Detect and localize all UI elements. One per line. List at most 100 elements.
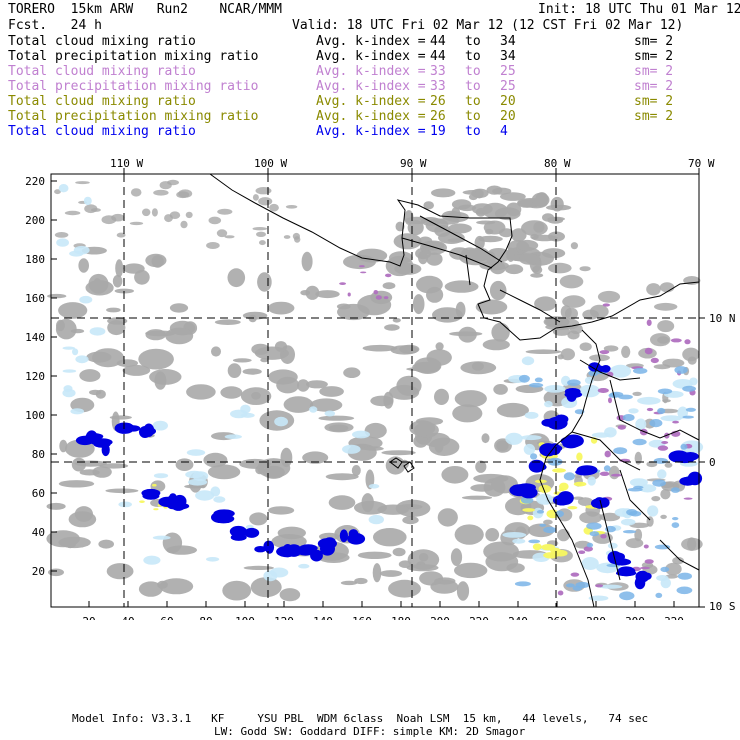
field-blob [576, 452, 583, 461]
field-blob [505, 432, 523, 445]
field-blob [379, 570, 403, 577]
field-blob [632, 391, 642, 396]
central-america-coast [209, 173, 700, 341]
field-blob [456, 581, 470, 601]
lon-label-100w: 100 W [254, 157, 287, 170]
field-blob [552, 468, 566, 473]
field-blob [541, 248, 566, 259]
field-blob [520, 435, 542, 441]
field-blob [274, 416, 288, 427]
field-blob [633, 367, 648, 374]
field-blob [437, 508, 458, 527]
field-blob [373, 528, 407, 547]
field-blob [395, 221, 405, 232]
field-blob [213, 496, 226, 503]
field-blob [318, 415, 355, 421]
field-blob [47, 293, 67, 299]
x-label-180: 180 [391, 615, 411, 620]
field-blob [637, 396, 661, 405]
field-blob [342, 444, 361, 454]
field-blob [227, 363, 242, 378]
field-blob [297, 379, 310, 392]
field-blob [413, 434, 428, 448]
field-blob [573, 481, 587, 487]
legend-k-from: 44 [430, 34, 446, 49]
legend-avg: Avg. k-index = [316, 49, 426, 64]
field-blob [48, 568, 64, 577]
field-blob [506, 202, 522, 217]
legend-field: Total precipitation mixing ratio [8, 79, 259, 94]
field-blob [145, 329, 167, 341]
field-blob [544, 385, 566, 393]
field-blob [409, 420, 436, 437]
field-blob [169, 303, 189, 313]
field-blob [216, 229, 228, 238]
x-label-20: 20 [82, 615, 95, 620]
field-blob [224, 235, 235, 239]
field-blob [570, 572, 580, 577]
legend-k-to: 25 [500, 64, 516, 79]
field-blob [531, 192, 550, 207]
field-blob [89, 327, 106, 336]
field-blob [647, 505, 659, 517]
legend-field: Total precipitation mixing ratio [8, 109, 259, 124]
field-blob [368, 484, 380, 489]
field-blob [528, 539, 541, 544]
field-blob [489, 280, 507, 301]
field-blob [173, 494, 187, 508]
field-blob [672, 517, 679, 521]
field-blob [364, 422, 387, 439]
field-blob [603, 345, 619, 352]
field-blob [447, 223, 472, 234]
field-blob [475, 299, 508, 315]
field-blob [141, 427, 157, 436]
field-blob [224, 434, 242, 440]
field-blob [296, 547, 315, 556]
field-blob [527, 515, 534, 521]
field-blob [474, 189, 484, 199]
field-blob [83, 196, 92, 206]
legend-avg: Avg. k-index = [316, 79, 426, 94]
field-blob [670, 338, 682, 343]
legend-avg: Avg. k-index = [316, 124, 426, 139]
field-blob [599, 350, 610, 355]
legend-sm: sm= 2 [634, 64, 674, 79]
field-blob [143, 555, 161, 565]
field-blob [362, 344, 398, 352]
field-blob [305, 380, 328, 389]
field-blob [583, 546, 593, 552]
field-blob [348, 529, 359, 539]
field-blob [657, 407, 666, 415]
field-blob [305, 285, 320, 300]
legend-to: to [465, 49, 481, 64]
field-blob [138, 348, 174, 370]
footer-model-info: Model Info: V3.3.1 KF YSU PBL WDM 6class… [72, 712, 649, 725]
field-blob [396, 375, 422, 396]
field-blob [660, 415, 682, 422]
field-blob [324, 422, 354, 433]
field-blob [586, 522, 602, 530]
field-blob [208, 216, 222, 225]
legend-field: Total cloud mixing ratio [8, 64, 196, 79]
y-label-220: 220 [25, 175, 45, 188]
legend-to: to [465, 64, 481, 79]
field-blob [682, 415, 694, 419]
field-blob [337, 303, 370, 321]
field-blob [530, 233, 539, 240]
field-blob [589, 531, 600, 537]
field-blob [419, 571, 444, 586]
legend-sm: sm= 2 [634, 49, 674, 64]
field-blob [90, 208, 101, 212]
legend-sm: sm= 2 [634, 94, 674, 109]
lon-label-90w: 90 W [400, 157, 427, 170]
field-blob [259, 240, 266, 246]
field-blob [105, 488, 139, 494]
field-blob [74, 460, 108, 467]
field-blob [634, 528, 643, 542]
field-blob [646, 319, 652, 327]
field-blob [217, 208, 233, 215]
field-blob [559, 274, 584, 289]
legend-field: Total precipitation mixing ratio [8, 49, 259, 64]
field-blob [144, 490, 155, 500]
field-blob [680, 443, 688, 450]
